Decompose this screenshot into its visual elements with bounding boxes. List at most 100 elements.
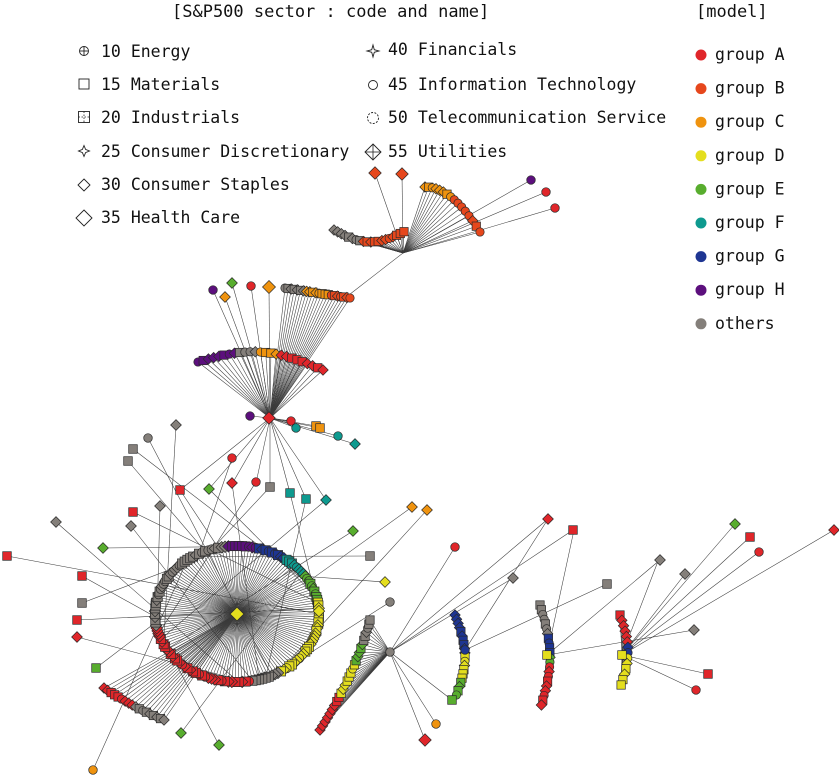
- network-node: [431, 719, 441, 729]
- network-node: [245, 411, 255, 421]
- network-edge: [236, 569, 300, 615]
- network-edge: [231, 546, 238, 615]
- network-edge: [236, 613, 243, 682]
- network-node: [617, 650, 627, 660]
- network-edge: [269, 355, 282, 419]
- network-edge: [198, 613, 238, 675]
- network-edge: [236, 563, 293, 615]
- network-edge: [163, 583, 238, 615]
- network-edge: [357, 651, 391, 657]
- sector-code: 40: [388, 40, 408, 59]
- network-edge: [128, 613, 238, 704]
- network-node: [616, 680, 626, 690]
- network-edge: [402, 225, 477, 254]
- model-color-dot: [695, 284, 707, 296]
- network-node: [251, 477, 261, 487]
- sector-entry-55: 55 Utilities: [364, 142, 507, 161]
- model-legend-title: [model]: [696, 2, 768, 22]
- network-node: [88, 765, 98, 775]
- network-node: [602, 579, 612, 589]
- network-edge: [348, 651, 391, 678]
- network-node: [347, 525, 359, 537]
- model-name: group H: [715, 280, 785, 299]
- network-edge: [174, 569, 238, 615]
- network-node: [385, 647, 395, 657]
- diamond-cross-icon: [364, 143, 382, 161]
- network-node: [379, 576, 391, 588]
- model-entry: group A: [695, 45, 785, 64]
- network-edge: [170, 653, 220, 746]
- model-entry: group G: [695, 247, 785, 266]
- network-edge: [229, 353, 271, 419]
- network-node: [828, 524, 839, 536]
- network-node: [226, 277, 238, 289]
- network-edge: [236, 554, 279, 615]
- network-edge: [236, 613, 279, 674]
- network-edge: [546, 559, 661, 656]
- network-edge: [236, 591, 315, 615]
- network-edge: [158, 613, 238, 634]
- model-color-dot: [695, 183, 707, 195]
- network-node: [447, 695, 457, 705]
- model-name: group G: [715, 247, 785, 266]
- network-edges: [6, 172, 835, 771]
- network-edge: [236, 613, 290, 667]
- network-edge: [464, 583, 608, 651]
- network-edge: [402, 190, 440, 254]
- network-edge: [236, 550, 266, 615]
- network-node: [349, 438, 361, 450]
- network-node: [219, 291, 231, 303]
- network-edge: [177, 567, 238, 615]
- network-edge: [204, 551, 238, 615]
- network-edge: [155, 613, 238, 620]
- network-edge: [187, 559, 238, 615]
- network-edge: [211, 613, 238, 679]
- sector-name: Materials: [131, 75, 220, 94]
- network-edge: [235, 545, 238, 615]
- network-edge: [236, 613, 260, 680]
- network-edge: [389, 546, 456, 653]
- network-edge: [269, 356, 287, 419]
- sector-code: 45: [388, 75, 408, 94]
- network-edge: [269, 361, 303, 419]
- network-edge: [464, 518, 549, 651]
- network-edge: [236, 613, 276, 675]
- network-edge: [389, 651, 426, 741]
- network-node: [262, 411, 276, 425]
- network-edge: [162, 613, 238, 642]
- network-node: [368, 166, 382, 180]
- svg-text:15 Materials: 15 Materials: [101, 75, 220, 94]
- network-edge: [265, 352, 271, 419]
- network-node: [203, 483, 215, 495]
- dotted-circle-icon: [367, 112, 379, 124]
- model-entry: group E: [695, 179, 785, 198]
- network-nodes: [2, 166, 839, 775]
- network-edge: [402, 191, 444, 254]
- model-color-dot: [695, 217, 707, 229]
- network-edge: [164, 580, 238, 615]
- sector-code: 50: [388, 108, 408, 127]
- network-node: [71, 631, 83, 643]
- network-edge: [160, 588, 238, 615]
- network-node: [365, 615, 375, 625]
- network-node: [91, 663, 101, 673]
- network-node: [175, 485, 185, 495]
- network-edge: [156, 599, 238, 615]
- network-edge: [401, 173, 404, 254]
- network-edge: [265, 498, 307, 678]
- model-entry: group H: [695, 280, 785, 299]
- circle-plus-icon: [79, 46, 89, 56]
- network-edge: [269, 417, 339, 437]
- network-edge: [236, 573, 304, 615]
- network-edge: [269, 369, 324, 419]
- network-edge: [231, 613, 238, 682]
- network-edge: [236, 608, 319, 615]
- network-edge: [236, 556, 282, 615]
- network-node: [262, 280, 276, 294]
- network-edge: [236, 613, 311, 645]
- network-node: [745, 532, 755, 542]
- network-node: [568, 525, 578, 535]
- network-edge: [156, 613, 238, 629]
- sector-code: 20: [101, 108, 121, 127]
- network-edge: [236, 613, 314, 640]
